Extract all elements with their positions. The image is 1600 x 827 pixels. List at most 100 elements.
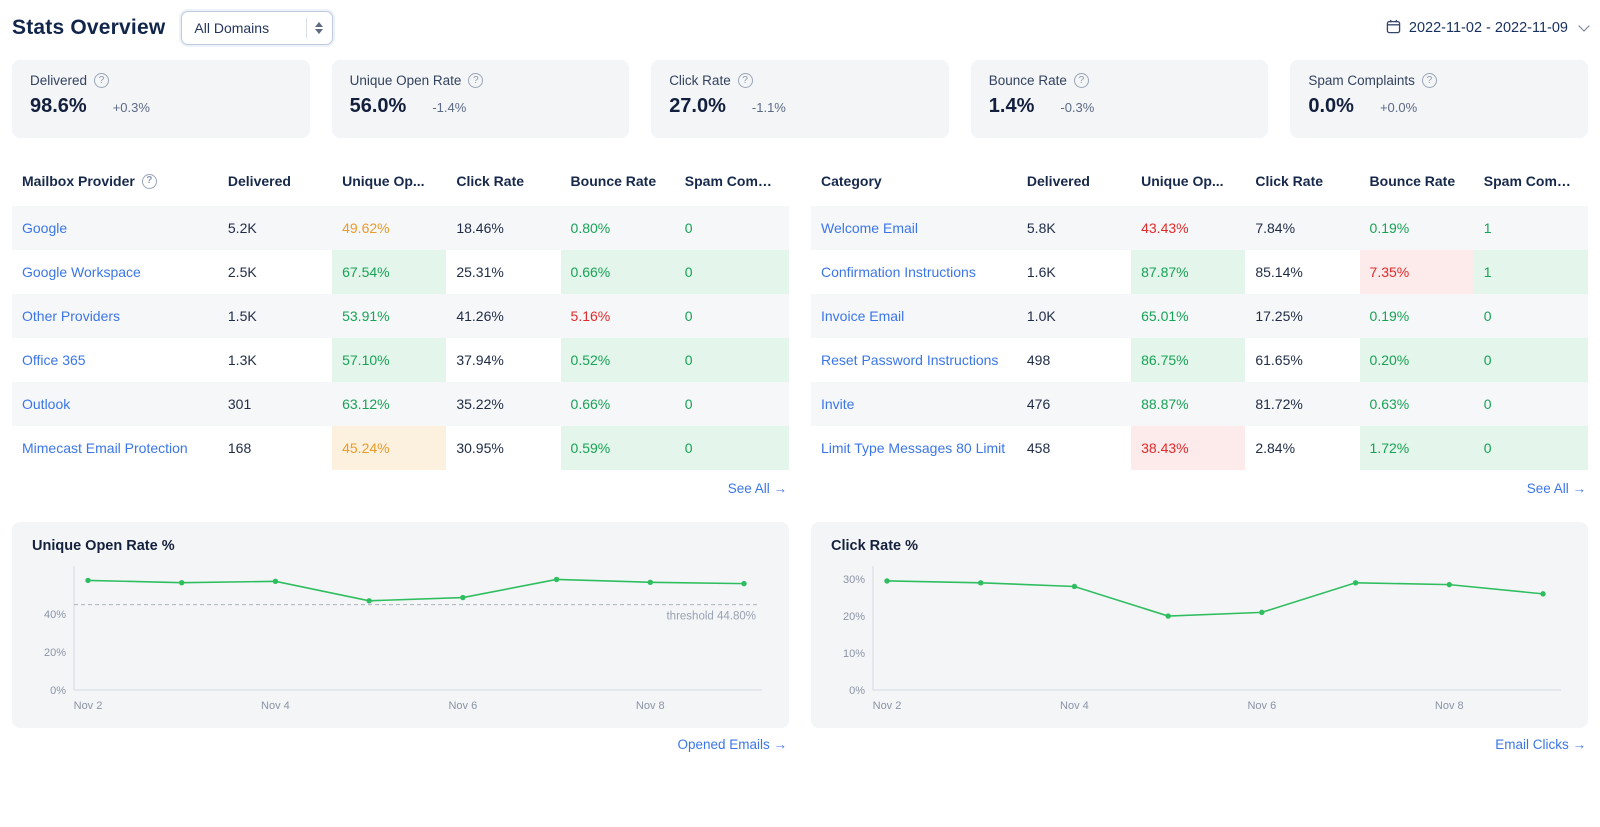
see-all-categories-link[interactable]: See All → xyxy=(1526,481,1586,496)
help-icon[interactable]: ? xyxy=(737,73,753,88)
svg-text:Nov 4: Nov 4 xyxy=(1060,700,1089,712)
kpi-label: Unique Open Rate xyxy=(349,73,462,88)
click-rate-chart-card: Click Rate % 0% 10% 20% 30% Nov 2 Nov 4 Nov 6 N… xyxy=(811,522,1588,728)
svg-text:20%: 20% xyxy=(843,611,865,623)
column-header-click-rate: Click Rate xyxy=(456,173,525,189)
table-row: Invite 476 88.87% 81.72% 0.63% 0 xyxy=(811,382,1588,426)
kpi-card-bounce-rate: Bounce Rate? 1.4% -0.3% xyxy=(970,60,1269,138)
row-name-cell: Invoice Email xyxy=(811,294,1017,338)
table-header-row: Mailbox Provider? Delivered Unique Op...… xyxy=(12,156,789,206)
row-name-cell: Google Workspace xyxy=(12,250,218,294)
opened-emails-link[interactable]: Opened Emails → xyxy=(677,737,787,752)
table-cell: 38.43% xyxy=(1131,426,1246,470)
kpi-card-unique-open-rate: Unique Open Rate? 56.0% -1.4% xyxy=(331,60,630,138)
table-row: Google Workspace 2.5K 67.54% 25.31% 0.66% 0 xyxy=(12,250,789,294)
svg-text:Nov 2: Nov 2 xyxy=(873,700,902,712)
table-cell: 0.20% xyxy=(1359,338,1474,382)
row-name-cell: Welcome Email xyxy=(811,206,1017,250)
table-cell: 0 xyxy=(674,206,789,250)
table-cell: 45.24% xyxy=(332,426,447,470)
table-row: Google 5.2K 49.62% 18.46% 0.80% 0 xyxy=(12,206,789,250)
domain-select[interactable]: All Domains xyxy=(181,11,334,45)
svg-text:Nov 8: Nov 8 xyxy=(636,700,665,712)
click-rate-chart-section: Click Rate % 0% 10% 20% 30% Nov 2 Nov 4 Nov 6 N… xyxy=(811,522,1588,752)
table-cell: 86.75% xyxy=(1131,338,1246,382)
help-icon[interactable]: ? xyxy=(94,73,110,88)
table-cell: 88.87% xyxy=(1131,382,1246,426)
help-icon[interactable]: ? xyxy=(141,173,157,189)
kpi-delta: +0.0% xyxy=(1379,100,1418,115)
row-name-link[interactable]: Limit Type Messages 80 Limit xyxy=(821,440,1006,456)
table-cell: 87.87% xyxy=(1131,250,1246,294)
kpi-value: 27.0% xyxy=(669,95,726,117)
mailbox-provider-table: Mailbox Provider? Delivered Unique Op...… xyxy=(12,156,789,496)
table-cell: 1.0K xyxy=(1016,294,1132,338)
table-cell: 458 xyxy=(1026,440,1051,456)
table-row: Welcome Email 5.8K 43.43% 7.84% 0.19% 1 xyxy=(811,206,1588,250)
svg-text:30%: 30% xyxy=(843,574,865,586)
help-icon[interactable]: ? xyxy=(1421,73,1437,88)
table-cell: 5.2K xyxy=(217,206,333,250)
row-name-link[interactable]: Invite xyxy=(821,396,855,412)
svg-text:Nov 4: Nov 4 xyxy=(261,700,290,712)
row-name-link[interactable]: Reset Password Instructions xyxy=(821,352,999,368)
row-name-cell: Reset Password Instructions xyxy=(811,338,1017,382)
column-header-spam-complaints: Spam Compl... xyxy=(684,173,782,189)
row-name-link[interactable]: Other Providers xyxy=(22,308,121,324)
table-cell: 1.5K xyxy=(217,294,333,338)
select-arrows-icon xyxy=(306,18,324,38)
table-cell: 25.31% xyxy=(456,264,504,280)
table-cell: 65.01% xyxy=(1131,294,1246,338)
column-header-unique-open: Unique Op... xyxy=(342,173,425,189)
table-cell: 0 xyxy=(674,426,789,470)
domain-select-value: All Domains xyxy=(194,20,270,36)
kpi-delta: -1.1% xyxy=(751,100,786,115)
table-cell: 0 xyxy=(674,294,789,338)
row-name-cell: Google xyxy=(12,206,218,250)
row-name-link[interactable]: Welcome Email xyxy=(821,220,918,236)
kpi-row: Delivered? 98.6% +0.3% Unique Open Rate? … xyxy=(12,60,1588,138)
table-cell: 498 xyxy=(1026,352,1051,368)
help-icon[interactable]: ? xyxy=(468,73,484,88)
date-range-picker[interactable]: 2022-11-02 - 2022-11-09 xyxy=(1386,19,1590,38)
row-name-link[interactable]: Google Workspace xyxy=(22,264,141,280)
header: Stats Overview All Domains 2022-11-02 - … xyxy=(12,6,1590,50)
table-cell: 1.3K xyxy=(227,352,257,368)
table-cell: 67.54% xyxy=(332,250,447,294)
unique-open-rate-chart: 0% 20% 40% Nov 2 Nov 4 Nov 6 Nov 8 threshold 44… xyxy=(44,566,762,712)
kpi-value: 0.0% xyxy=(1308,95,1354,117)
row-name-link[interactable]: Google xyxy=(22,220,68,236)
kpi-value: 1.4% xyxy=(988,95,1035,117)
table-cell: 0.19% xyxy=(1359,294,1474,338)
row-name-link[interactable]: Office 365 xyxy=(22,352,86,368)
chart-title: Click Rate % xyxy=(831,538,919,554)
kpi-label: Click Rate xyxy=(669,73,731,88)
row-name-link[interactable]: Invoice Email xyxy=(821,308,905,324)
table-cell: 2.5K xyxy=(227,264,257,280)
table-cell: 1.72% xyxy=(1359,426,1474,470)
help-icon[interactable]: ? xyxy=(1073,73,1089,88)
kpi-label: Spam Complaints xyxy=(1308,73,1415,88)
row-name-link[interactable]: Confirmation Instructions xyxy=(821,264,976,280)
column-header-unique-open: Unique Op... xyxy=(1141,173,1224,189)
table-row: Invoice Email 1.0K 65.01% 17.25% 0.19% 0 xyxy=(811,294,1588,338)
row-name-link[interactable]: Outlook xyxy=(22,396,71,412)
table-cell: 0 xyxy=(674,338,789,382)
table-cell: 301 xyxy=(217,382,333,426)
column-header-spam-complaints: Spam Compl... xyxy=(1483,173,1581,189)
row-name-cell: Invite xyxy=(811,382,1017,426)
table-cell: 49.62% xyxy=(332,206,447,250)
table-cell: 53.91% xyxy=(332,294,447,338)
row-name-link[interactable]: Mimecast Email Protection xyxy=(22,440,188,456)
chart-title: Unique Open Rate % xyxy=(32,538,175,554)
column-header-delivered: Delivered xyxy=(227,173,291,189)
table-cell: 17.25% xyxy=(1245,294,1360,338)
table-cell: 61.65% xyxy=(1255,352,1303,368)
table-cell: 85.14% xyxy=(1255,264,1303,280)
email-clicks-link[interactable]: Email Clicks → xyxy=(1495,737,1586,752)
kpi-label: Delivered xyxy=(30,73,88,88)
svg-text:0%: 0% xyxy=(849,685,865,697)
table-header-row: Category Delivered Unique Op... Click Ra… xyxy=(811,156,1588,206)
see-all-providers-link[interactable]: See All → xyxy=(727,481,787,496)
table-row: Reset Password Instructions 498 86.75% 61.6… xyxy=(811,338,1588,382)
